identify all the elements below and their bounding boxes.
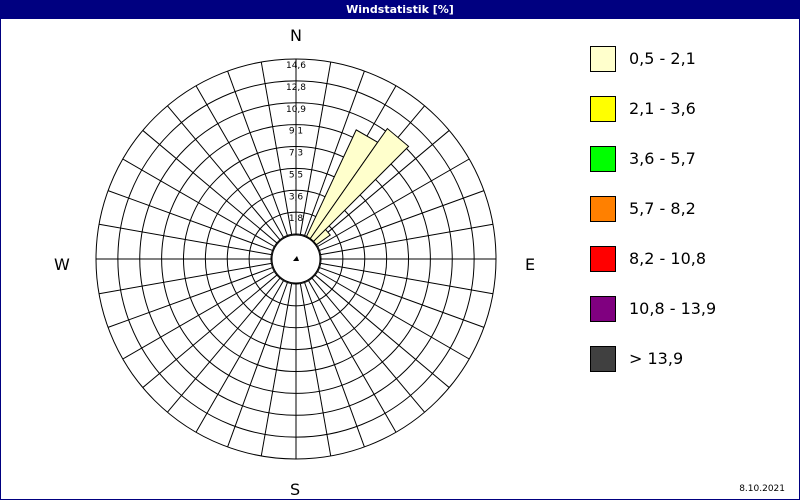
legend-label: 2,1 - 3,6 [629, 99, 696, 118]
grid-ring [183, 146, 409, 372]
legend-label: 5,7 - 8,2 [629, 199, 696, 218]
legend-item: 3,6 - 5,7 [590, 146, 770, 174]
grid-ring [226, 189, 366, 329]
compass-west-label: W [54, 255, 70, 274]
compass-north-label: N [290, 26, 302, 45]
compass-south-label: S [290, 480, 301, 499]
legend-label: 8,2 - 10,8 [629, 249, 707, 268]
compass-east-label: E [525, 255, 536, 274]
window-title: Windstatistik [%] [1, 1, 799, 19]
radial-tick-label: 9,1 [289, 127, 303, 137]
legend-swatch [590, 146, 616, 172]
legend-label: 3,6 - 5,7 [629, 149, 696, 168]
legend-swatch [590, 296, 616, 322]
legend-item: 10,8 - 13,9 [590, 296, 770, 324]
radial-tick-label: 5,5 [289, 170, 303, 180]
legend-label: 0,5 - 2,1 [629, 49, 696, 68]
grid-ring [139, 102, 453, 416]
legend-label: > 13,9 [629, 349, 684, 368]
grid-ring [161, 124, 431, 394]
radial-tick-label: 10,9 [286, 105, 306, 115]
legend-item: 2,1 - 3,6 [590, 96, 770, 124]
legend-swatch [590, 46, 616, 72]
legend-swatch [590, 96, 616, 122]
date-label: 8.10.2021 [739, 484, 785, 494]
radial-tick-label: 7,3 [289, 149, 303, 159]
legend-swatch [590, 246, 616, 272]
legend-item: > 13,9 [590, 346, 770, 374]
grid-ring [270, 233, 322, 285]
radial-tick-label: 12,8 [286, 83, 306, 93]
grid-ring [204, 167, 388, 351]
wind-sector [313, 228, 331, 246]
legend-item: 5,7 - 8,2 [590, 196, 770, 224]
radial-tick-label: 3,6 [289, 192, 304, 202]
center-marker [293, 256, 299, 261]
radial-tick-label: 1,8 [289, 214, 304, 224]
grid-ring [248, 211, 344, 307]
legend-item: 8,2 - 10,8 [590, 246, 770, 274]
legend-item: 0,5 - 2,1 [590, 46, 770, 74]
grid-ring [95, 58, 497, 460]
wind-sector [309, 127, 410, 242]
legend-label: 10,8 - 13,9 [629, 299, 717, 318]
legend-swatch [590, 196, 616, 222]
radial-tick-label: 14,6 [286, 61, 306, 71]
legend-swatch [590, 346, 616, 372]
grid-ring [117, 80, 475, 438]
